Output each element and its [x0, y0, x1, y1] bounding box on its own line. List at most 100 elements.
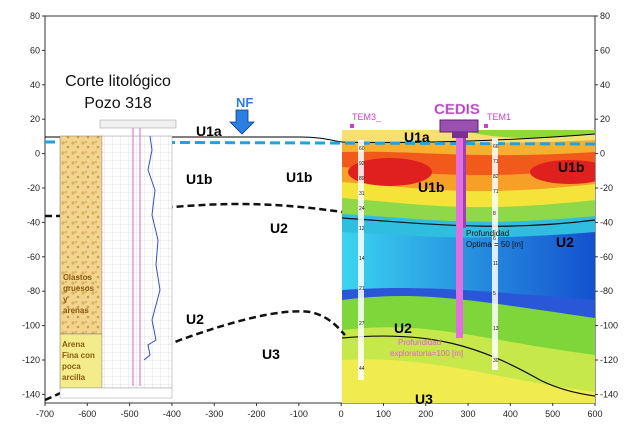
boundary-u2-u3-section	[341, 335, 595, 397]
y-right-tick-label: -120	[600, 355, 618, 365]
y-right-tick-label: 0	[600, 149, 605, 159]
x-tick-label: 600	[587, 409, 602, 419]
x-tick-label: 500	[545, 409, 560, 419]
litho-arena-3: poca	[62, 362, 81, 371]
exploratoria-line2: exploratoria=100 [m]	[390, 349, 463, 358]
y-tick-label: -40	[27, 217, 40, 227]
x-tick-label: -500	[121, 409, 139, 419]
resistivity-section	[342, 130, 595, 403]
nf-label: NF	[236, 95, 253, 110]
tem3-label: TEM3_	[352, 112, 382, 122]
svg-text:66: 66	[493, 144, 499, 150]
x-tick-label: -700	[36, 409, 54, 419]
log-header	[99, 119, 177, 129]
unit-u1a-left: U1a	[196, 123, 222, 139]
y-right-tick-label: 40	[600, 80, 610, 90]
log-curve-blue	[143, 135, 161, 361]
svg-text:71: 71	[493, 189, 499, 195]
x-tick-label: -100	[290, 409, 308, 419]
svg-text:14: 14	[359, 256, 365, 262]
cedis-building	[439, 119, 479, 133]
exploratoria-line1: Profundidad	[398, 338, 441, 347]
y-right-tick-label: -140	[600, 389, 618, 399]
tem1-sounding: 66 71 82 71 8 6 11 5 13 30	[492, 138, 499, 370]
litho-log	[59, 119, 177, 399]
unit-u2-c: U2	[186, 311, 204, 327]
litho-clastos-2: gruesos	[63, 284, 95, 293]
y-tick-label: 80	[30, 11, 40, 21]
svg-text:8: 8	[493, 211, 496, 217]
y-tick-label: 20	[30, 114, 40, 124]
svg-text:27: 27	[359, 321, 365, 327]
unit-u1b-a: U1b	[186, 171, 212, 187]
y-tick-label: -100	[22, 321, 40, 331]
x-tick-label: -200	[248, 409, 266, 419]
litho-arena-4: arcilla	[62, 373, 86, 382]
y-right-tick-label: -80	[600, 286, 613, 296]
svg-text:60: 60	[359, 146, 365, 152]
optima-line1: Profundidad	[466, 229, 509, 238]
y-right-tick-label: 80	[600, 11, 610, 21]
svg-text:6: 6	[493, 236, 496, 242]
litho-arena-2: Fina con	[62, 351, 95, 360]
svg-text:82: 82	[493, 174, 499, 180]
svg-text:5: 5	[493, 291, 496, 297]
x-tick-label: -600	[78, 409, 96, 419]
litho-clastos-4: arenas	[63, 306, 89, 315]
unit-u1a-right: U1a	[404, 129, 430, 145]
title-line1: Corte litológico	[65, 73, 171, 90]
optima-line2: Optima = 50 [m]	[466, 240, 523, 249]
x-tick-label: 200	[418, 409, 433, 419]
y-right-tick-label: -20	[600, 183, 613, 193]
x-tick-label: 0	[339, 409, 344, 419]
y-tick-label: -80	[27, 286, 40, 296]
tem1-marker	[484, 124, 488, 128]
x-tick-label: 100	[376, 409, 391, 419]
unit-u1b-c: U1b	[418, 179, 444, 195]
unit-u3-b: U3	[415, 391, 433, 407]
svg-text:30: 30	[493, 358, 499, 364]
axes: -700 -600 -500 -40 0 -300 -200 -100 0 100 200 300 40…	[22, 11, 618, 419]
nf-arrow-icon	[229, 109, 255, 135]
tem1-label: TEM1	[487, 112, 511, 122]
y-right-tick-label: -60	[600, 252, 613, 262]
x-tick-label: 300	[461, 409, 476, 419]
svg-text:71: 71	[493, 159, 499, 165]
cedis-label: CEDIS	[434, 101, 480, 118]
y-tick-label: -140	[22, 389, 40, 399]
svg-text:12: 12	[359, 226, 365, 232]
unit-u2-d: U2	[394, 320, 412, 336]
x-tick-label: 400	[503, 409, 518, 419]
y-tick-label: -120	[22, 355, 40, 365]
svg-text:11: 11	[493, 261, 498, 267]
y-right-tick-label: -100	[600, 321, 618, 331]
tem3-marker	[350, 124, 354, 128]
x-tick-label: -300	[205, 409, 223, 419]
y-right-tick-label: 20	[600, 114, 610, 124]
svg-text:92: 92	[359, 161, 365, 167]
fine-sand-column	[59, 333, 103, 389]
litho-arena-1: Arena	[62, 340, 85, 349]
unit-u1b-d: U1b	[558, 159, 584, 175]
unit-u2-b: U2	[556, 234, 574, 250]
svg-text:31: 31	[359, 191, 365, 197]
tem3-sounding: 60 92 89 31 24 12 14 21 27 44	[358, 140, 365, 380]
svg-text:13: 13	[493, 326, 499, 332]
litho-clastos-3: y	[63, 295, 68, 304]
title-line2: Pozo 318	[84, 95, 152, 112]
gravel-column	[59, 135, 103, 335]
y-tick-label: -60	[27, 252, 40, 262]
y-tick-label: 40	[30, 80, 40, 90]
y-tick-label: 60	[30, 45, 40, 55]
svg-text:44: 44	[359, 366, 365, 372]
cedis-well	[439, 119, 479, 338]
well-casing	[456, 138, 463, 338]
unit-u2-a: U2	[270, 220, 288, 236]
svg-text:89: 89	[359, 176, 365, 182]
svg-text:21: 21	[359, 286, 365, 292]
litho-clastos-1: Clastos	[63, 273, 92, 282]
unit-u3-a: U3	[262, 346, 280, 362]
y-right-tick-label: -40	[600, 217, 613, 227]
